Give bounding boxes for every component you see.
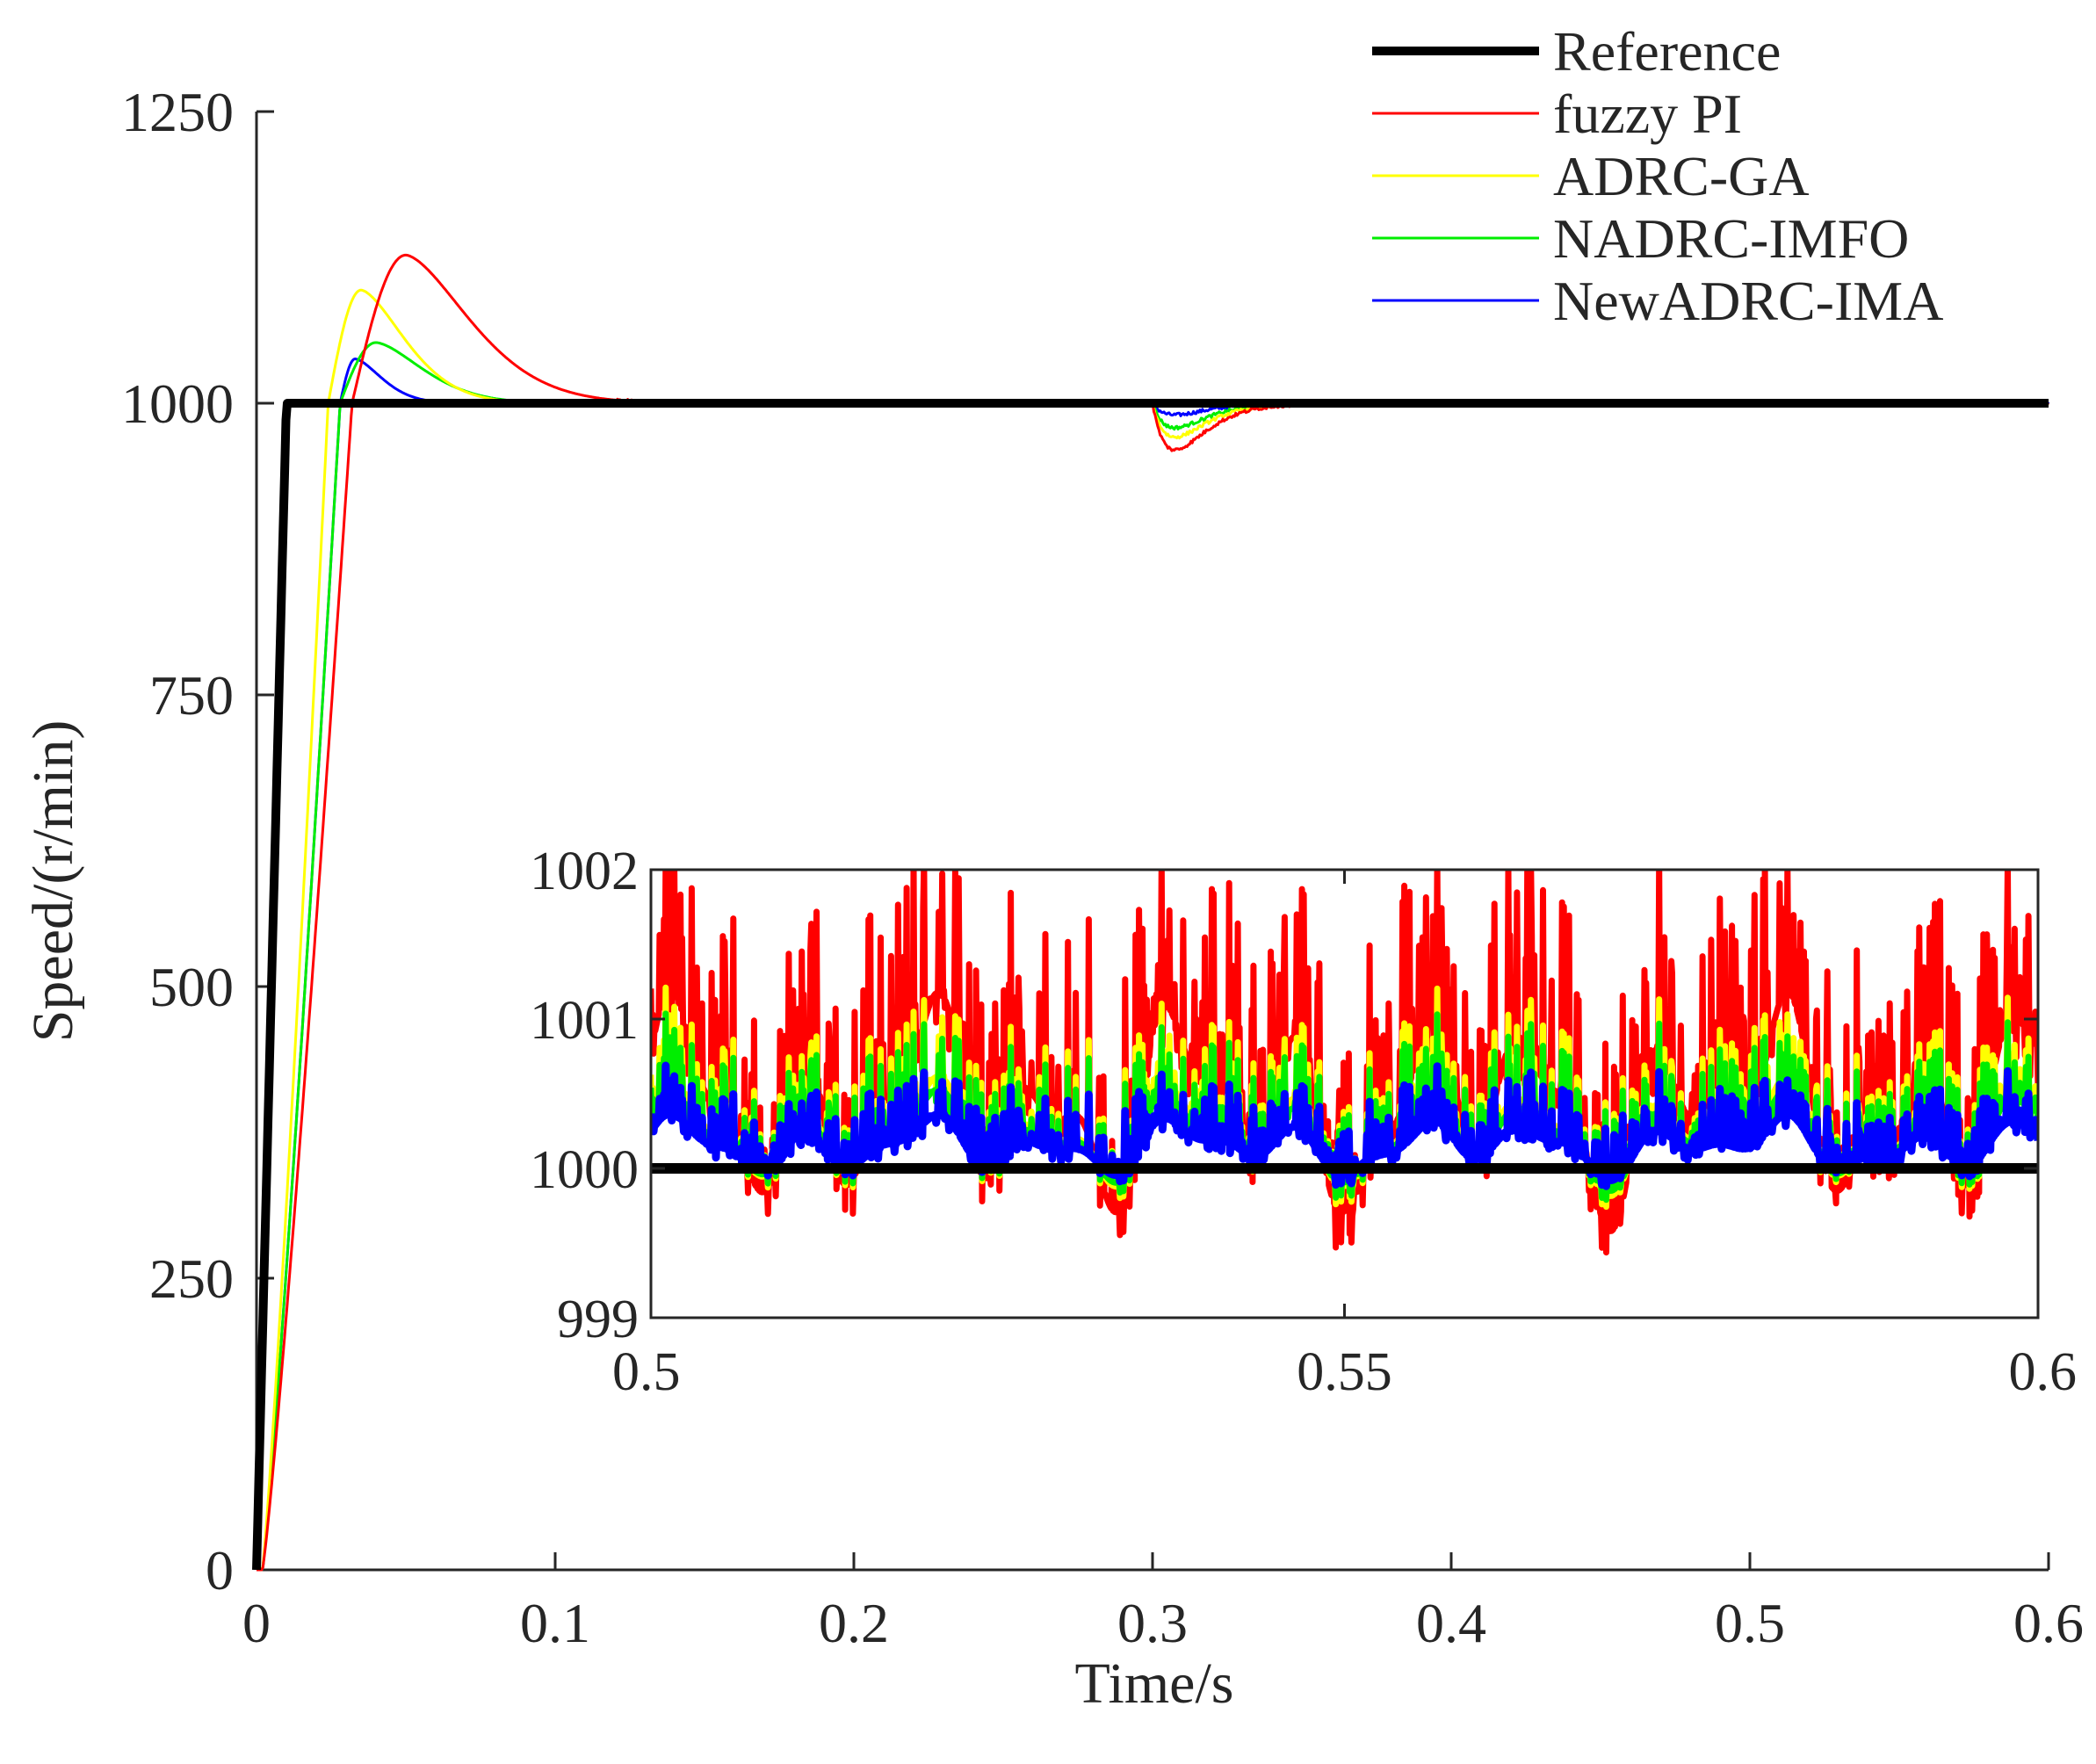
- x-tick-label: 0.4: [1416, 1592, 1486, 1654]
- y-tick-label: 1000: [121, 372, 234, 435]
- y-tick-label: 0: [206, 1539, 234, 1601]
- inset-y-tick-label: 999: [557, 1290, 639, 1349]
- inset-x-tick-label: 0.5: [612, 1342, 681, 1402]
- y-tick-label: 1250: [121, 81, 234, 143]
- y-tick-label: 250: [149, 1247, 234, 1310]
- x-axis-title: Time/s: [1075, 1652, 1234, 1716]
- y-tick-label: 500: [149, 956, 234, 1018]
- inset-x-tick-label: 0.55: [1297, 1342, 1392, 1402]
- inset-y-tick-label: 1000: [530, 1140, 639, 1200]
- inset-x-tick-label: 0.6: [2009, 1342, 2078, 1402]
- x-tick-label: 0.2: [819, 1592, 889, 1654]
- main-plot-area: 0 0.1 0.2 0.3 0.4 0.5 0.6 0 250 500 750 1000 1250: [121, 81, 2084, 1654]
- x-tick-label: 0.5: [1715, 1592, 1785, 1654]
- legend-label-nadrc-imfo: NADRC-IMFO: [1553, 207, 1909, 270]
- x-tick-label: 0.3: [1117, 1592, 1188, 1654]
- x-tick-label: 0: [242, 1592, 271, 1654]
- legend-label-newadrc-ima: NewADRC-IMA: [1553, 270, 1943, 332]
- x-tick-label: 0.6: [2013, 1592, 2084, 1654]
- y-axis-title: Speed/(r/min): [21, 720, 85, 1043]
- x-tick-label: 0.1: [520, 1592, 590, 1654]
- inset-series-newadrc-ima: [651, 1061, 2038, 1190]
- legend-label-fuzzy-pi: fuzzy PI: [1553, 83, 1742, 145]
- main-series-reference: [252, 399, 2052, 1571]
- legend-label-adrc-ga: ADRC-GA: [1553, 145, 1810, 207]
- inset-y-tick-label: 1002: [530, 842, 639, 901]
- y-tick-label: 750: [149, 664, 234, 727]
- inset-series-group: [651, 870, 2038, 1256]
- legend-label-reference: Reference: [1553, 20, 1781, 83]
- inset-y-tick-label: 1001: [530, 991, 639, 1051]
- inset-zoom-plot: 0.5 0.55 0.6 999 1000 1001 1002: [530, 842, 2077, 1402]
